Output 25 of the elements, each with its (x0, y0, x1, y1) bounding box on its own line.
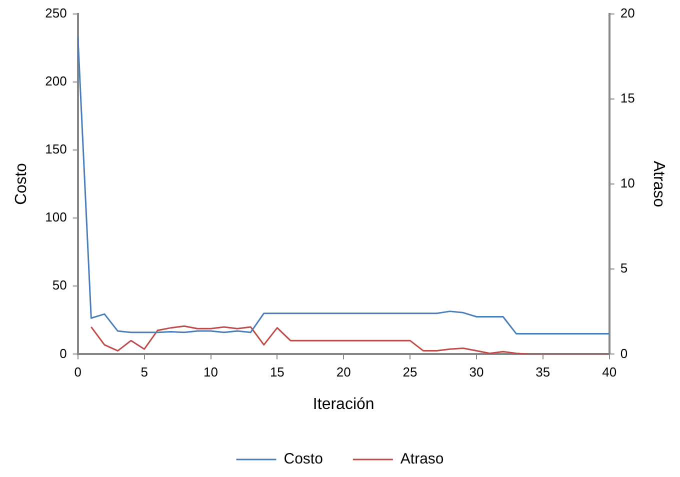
y2-tick-label: 0 (620, 346, 628, 361)
y-tick-label: 0 (60, 346, 67, 361)
x-tick-label: 5 (140, 364, 148, 380)
y-axis-title: Costo (13, 163, 30, 205)
y-tick-label: 200 (45, 73, 67, 88)
legend-label: Costo (284, 450, 323, 468)
x-tick-label: 0 (74, 364, 82, 380)
y-tick-label: 250 (45, 5, 67, 20)
y2-tick-label: 20 (620, 5, 635, 20)
legend-label: Atraso (400, 450, 444, 468)
y2-tick-label: 5 (620, 260, 628, 276)
x-tick-label: 40 (602, 364, 617, 380)
x-tick-label: 15 (270, 364, 284, 380)
x-tick-label: 10 (204, 364, 218, 380)
x-tick-label: 25 (402, 364, 418, 380)
x-axis-title: Iteración (312, 396, 374, 413)
y2-tick-label: 10 (620, 176, 635, 191)
y-tick-label: 100 (45, 210, 67, 225)
y-tick-label: 150 (45, 142, 67, 157)
x-tick-label: 30 (469, 364, 484, 380)
x-tick-label: 20 (336, 364, 351, 380)
y2-axis-title: Atraso (650, 160, 667, 208)
y2-tick-label: 15 (620, 90, 635, 106)
x-tick-label: 35 (536, 364, 550, 380)
y-tick-label: 50 (52, 278, 67, 293)
